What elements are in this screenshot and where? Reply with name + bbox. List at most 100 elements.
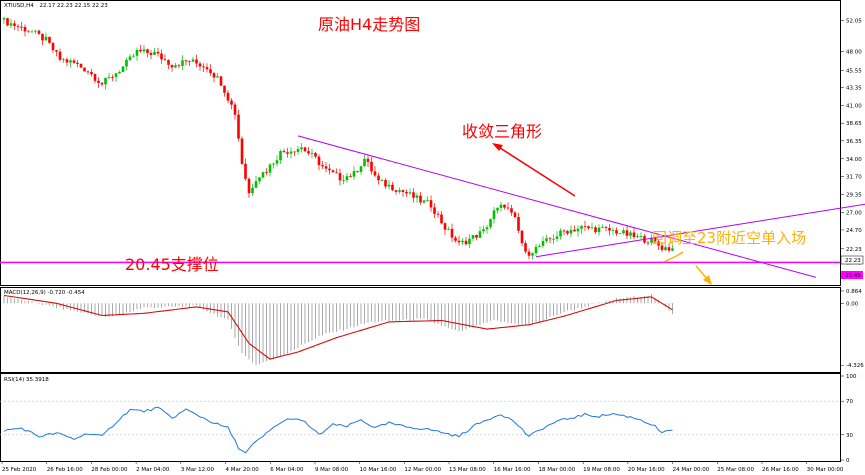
rsi-panel-frame [0, 373, 841, 462]
candle-body [44, 36, 48, 41]
rsi-axis-tick-label: 100 [846, 374, 857, 380]
candle-body [237, 114, 240, 139]
candle-body [510, 208, 513, 213]
price-axis-tick-label: 29.35 [846, 192, 862, 198]
candle-body [391, 184, 394, 191]
macd-axis-tick-label: 0.00 [846, 301, 859, 307]
price-axis-tick-label: 38.65 [846, 121, 862, 127]
candle-body [111, 76, 114, 78]
candle-body [356, 171, 359, 172]
time-axis-label: 4 Mar 20:00 [226, 467, 260, 473]
time-axis-label: 30 Mar 00:00 [807, 467, 844, 473]
candle-body [216, 76, 219, 78]
candle-body [275, 160, 279, 164]
rsi-axis-tick-label: 0 [846, 458, 850, 464]
candle-body [181, 60, 184, 66]
candle-body [128, 56, 132, 60]
candle-body [55, 50, 58, 52]
candle-body [548, 238, 552, 240]
time-axis: 25 Feb 2020 26 Feb 16:00 28 Feb 00:00 2 Mar… [1, 461, 844, 473]
support-annotation: 20.45支撑位 [125, 255, 219, 274]
time-axis-label: 2 Mar 04:00 [136, 467, 170, 473]
candle-body [489, 219, 492, 228]
candle-body [177, 65, 181, 67]
candle-body [342, 180, 345, 181]
candle-body [188, 61, 191, 63]
pullback-arrow-down-head [703, 275, 712, 285]
price-axis-tick-label: 41.00 [846, 103, 862, 109]
candle-body [72, 60, 76, 63]
candle-body [58, 51, 62, 60]
symbol-label: XTIUSD,H4 [4, 3, 34, 9]
candle-body [34, 30, 37, 32]
candle-body [576, 228, 580, 232]
trendline-upper [297, 135, 817, 278]
time-axis-label: 16 Mar 16:00 [494, 467, 531, 473]
candle-body [314, 152, 317, 157]
price-axis-tick-label: 22.23 [846, 247, 862, 253]
time-axis-label: 12 Mar 00:00 [404, 467, 441, 473]
candle-body [457, 240, 461, 243]
candle-body [300, 147, 303, 150]
candle-body [450, 228, 454, 238]
candle-body [566, 231, 569, 234]
candle-body [436, 213, 440, 215]
candle-body [268, 164, 272, 173]
candle-body [184, 60, 188, 62]
pullback-arrow-curve [662, 251, 684, 263]
candle-body [345, 176, 349, 181]
candle-body [398, 190, 401, 192]
time-axis-label: 3 Mar 12:00 [181, 467, 215, 473]
candle-body [149, 52, 153, 55]
trendlines [0, 135, 865, 278]
candle-body [293, 151, 296, 153]
candle-body [419, 195, 422, 203]
candle-body [359, 166, 363, 172]
candle-body [615, 230, 618, 234]
candle-body [30, 31, 34, 33]
candle-body [587, 226, 590, 229]
candle-body [660, 245, 664, 251]
candle-body [405, 191, 408, 194]
candle-body [636, 236, 639, 238]
candle-body [485, 227, 489, 230]
candle-body [349, 176, 352, 177]
candle-body [27, 31, 30, 33]
macd-indicator: 0.864 0.00 -4.326 [3, 289, 864, 369]
time-axis-label: 26 Feb 16:00 [47, 467, 84, 473]
candle-body [597, 227, 601, 233]
candle-body [41, 33, 44, 41]
candle-body [156, 51, 160, 54]
candle-body [100, 82, 104, 85]
time-axis-label: 6 Mar 04:00 [270, 467, 304, 473]
macd-axis-tick-label: -4.326 [846, 363, 864, 369]
price-axis-ticks: 52.05 48.00 45.55 43.35 41.00 38.65 36.35 34.00… [840, 19, 862, 266]
candle-body [6, 18, 9, 26]
candle-body [86, 71, 90, 73]
price-axis-tick-label: 27.00 [846, 210, 862, 216]
current-price-tag-label: 22.23 [845, 258, 861, 264]
candle-body [48, 36, 51, 43]
candle-body [562, 230, 566, 232]
candle-body [366, 158, 370, 162]
price-axis-tick-label: 34.00 [846, 157, 862, 163]
candle-body [93, 74, 97, 81]
macd-label: MACD(12,26,9) -0.720 -0.454 [4, 290, 85, 296]
candle-body [310, 152, 314, 154]
candle-body [282, 151, 286, 153]
candle-body [69, 60, 72, 63]
candle-body [62, 59, 65, 61]
ohlc-label: 22.17 22.23 22.15 22.23 [40, 3, 109, 9]
price-axis-tick-label: 45.55 [846, 68, 862, 74]
candle-body [471, 235, 475, 239]
candle-body [401, 190, 405, 192]
candle-body [604, 227, 608, 229]
candle-body [202, 66, 205, 68]
rsi-line [3, 406, 673, 454]
candle-body [205, 67, 209, 70]
price-axis-tick-label: 24.70 [846, 228, 862, 234]
candle-body [170, 64, 174, 68]
candle-body [625, 230, 629, 236]
candle-body [429, 200, 433, 208]
candle-body [279, 151, 282, 161]
